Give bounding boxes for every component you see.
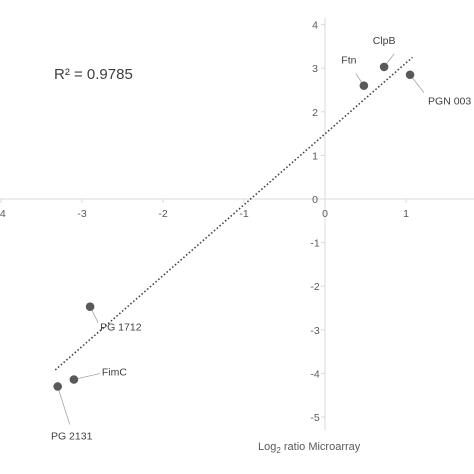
x-tick-label: -3	[77, 208, 86, 220]
point-label: FimC	[102, 367, 127, 379]
data-point	[405, 70, 415, 80]
data-points	[53, 62, 415, 391]
trendline	[54, 56, 414, 371]
trendline-group	[54, 56, 414, 371]
y-tick-label: 4	[312, 20, 318, 32]
data-point	[69, 375, 79, 384]
point-label: ClpB	[373, 35, 396, 47]
data-point	[359, 81, 369, 90]
x-tick-label: -2	[158, 208, 167, 220]
leader-line	[73, 373, 100, 380]
point-label: PG 1712	[100, 322, 142, 334]
y-tick-label: -4	[310, 368, 319, 380]
y-tick-label: -3	[310, 325, 319, 337]
y-tick-label: -2	[310, 281, 319, 293]
y-tick-label: 1	[312, 150, 318, 162]
y-tick-label: 0	[312, 194, 318, 206]
x-tick-label: -4	[0, 208, 6, 220]
point-labels: ClpB Ftn PGN 003 PG 1712 FimC PG 2131	[51, 35, 471, 443]
x-axis-label-subscript: 2	[276, 446, 281, 455]
tick-labels: -4 -3 -2 -1 1 0 -5 -4 -3 -2 -1 0 1 2 3 4	[0, 20, 409, 424]
x-tick-label: 1	[403, 208, 409, 220]
r-squared-annotation: R² = 0.9785	[54, 66, 133, 83]
point-label: Ftn	[341, 55, 356, 67]
point-label: PGN 003	[428, 96, 471, 108]
x-axis-label-main: Log	[258, 441, 276, 453]
leader-line	[57, 386, 71, 425]
data-point	[379, 62, 389, 72]
data-point	[53, 382, 62, 391]
x-tick-label: 0	[322, 208, 328, 220]
x-tick-label: -1	[239, 208, 248, 220]
x-axis-label: Log2 ratio Microarray	[258, 441, 361, 455]
y-tick-label: -1	[310, 238, 319, 250]
point-label: PG 2131	[51, 430, 93, 442]
y-tick-label: -5	[310, 412, 319, 424]
x-axis-label-rest: ratio Microarray	[281, 441, 361, 453]
y-tick-label: 2	[312, 107, 318, 119]
axes	[0, 18, 474, 430]
data-point	[85, 302, 95, 311]
y-tick-label: 3	[312, 63, 318, 75]
